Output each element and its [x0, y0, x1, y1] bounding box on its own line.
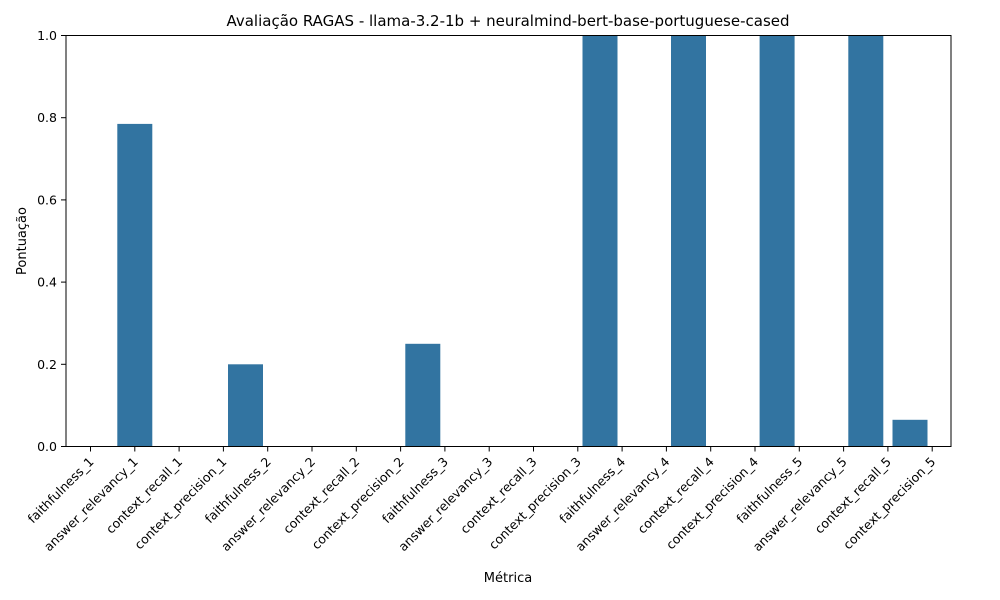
bar-context_recall_5 — [848, 35, 884, 447]
bar-faithfulness_4 — [582, 35, 618, 447]
y-tick-label: 0.0 — [37, 439, 57, 454]
x-axis-label: Métrica — [484, 571, 532, 586]
x-tick-label: context_recall_5 — [812, 454, 894, 536]
y-tick-label: 0.6 — [37, 192, 57, 207]
bar-context_recall_4 — [671, 35, 706, 447]
x-tick-label: context_recall_1 — [103, 454, 185, 536]
y-tick-label: 0.4 — [37, 275, 57, 290]
x-axis-ticks: faithfulness_1answer_relevancy_1context_… — [24, 446, 938, 554]
x-tick-label: context_recall_4 — [634, 454, 716, 536]
bar-faithfulness_2 — [228, 364, 263, 447]
x-tick-label: context_recall_2 — [280, 454, 362, 536]
y-tick-label: 0.2 — [37, 357, 57, 372]
x-tick-label: context_recall_3 — [457, 454, 539, 536]
bar-context_precision_5 — [892, 419, 928, 447]
y-tick-label: 0.8 — [37, 110, 57, 125]
bars-group — [117, 35, 928, 447]
bar-answer_relevancy_1 — [117, 123, 153, 447]
plot-frame — [65, 35, 952, 447]
bar-faithfulness_5 — [759, 35, 795, 447]
chart-title: Avaliação RAGAS - llama-3.2-1b + neuralm… — [226, 12, 789, 30]
bar-faithfulness_3 — [405, 343, 441, 447]
y-axis-ticks: 0.0 0.2 0.4 0.6 0.8 1.0 — [37, 28, 66, 454]
y-axis-label: Pontuação — [15, 207, 30, 275]
y-tick-label: 1.0 — [37, 28, 57, 43]
